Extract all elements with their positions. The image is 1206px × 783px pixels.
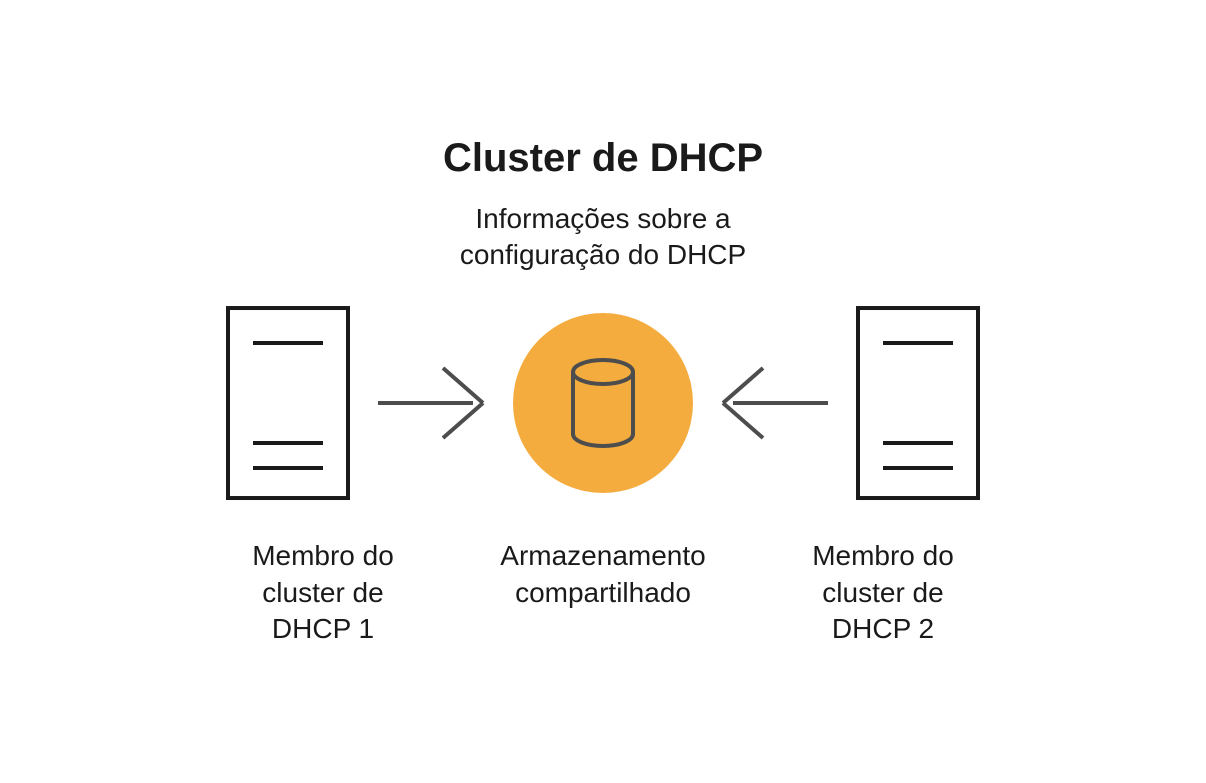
cluster-member-1 (223, 303, 353, 503)
subtitle-line-1: Informações sobre a (475, 203, 730, 234)
subtitle-line-2: configuração do DHCP (460, 239, 746, 270)
dhcp-cluster-diagram: Cluster de DHCP Informações sobre a conf… (153, 136, 1053, 648)
labels-row: Membro do cluster de DHCP 1 Armazenament… (153, 538, 1053, 647)
arrow-left-icon (713, 353, 833, 453)
diagram-main-row (153, 303, 1053, 503)
label-cluster-member-2: Membro do cluster de DHCP 2 (773, 538, 993, 647)
diagram-subtitle: Informações sobre a configuração do DHCP (153, 201, 1053, 274)
cylinder-icon (568, 356, 638, 451)
storage-circle (513, 313, 693, 493)
label-shared-storage: Armazenamento compartilhado (453, 538, 753, 647)
diagram-title: Cluster de DHCP (153, 136, 1053, 181)
label-cluster-member-1: Membro do cluster de DHCP 1 (213, 538, 433, 647)
arrow-right-icon (373, 353, 493, 453)
cluster-member-2 (853, 303, 983, 503)
shared-storage (513, 313, 693, 493)
server-icon (223, 303, 353, 503)
server-icon (853, 303, 983, 503)
